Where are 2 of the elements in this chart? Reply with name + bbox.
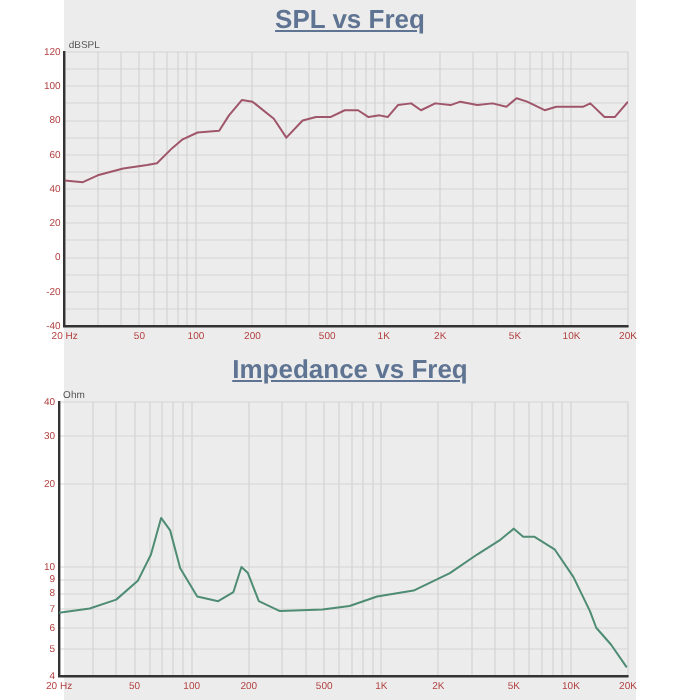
- chart-title: Impedance vs Freq: [230, 354, 470, 384]
- chart-title: SPL vs Freq: [273, 4, 427, 34]
